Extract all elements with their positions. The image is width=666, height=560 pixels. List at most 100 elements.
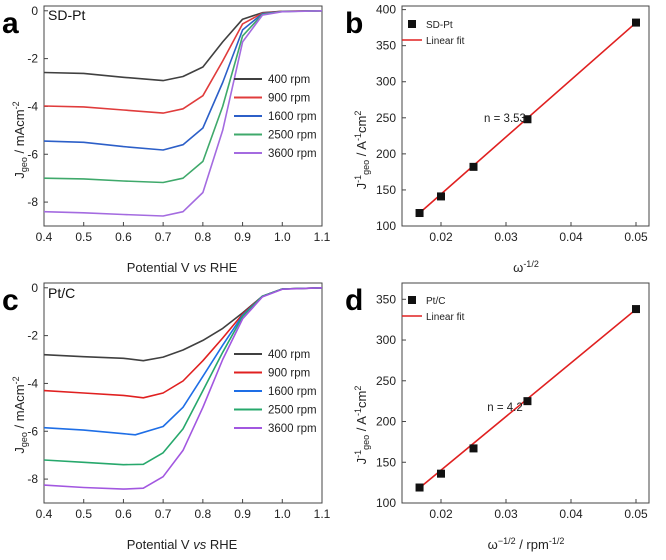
x-tick-label: 1.1: [314, 230, 331, 244]
legend-marker: [408, 20, 416, 28]
panel-a-xaxis-label: Potential V vs RHE: [127, 260, 238, 275]
series-line-3600-rpm: [43, 287, 323, 490]
x-tick-label: 0.7: [155, 230, 172, 244]
panel-c-legend: 400 rpm 900 rpm 1600 rpm 2500 rpm 3600 rpm: [234, 349, 317, 435]
y-tick-label: 200: [376, 147, 396, 161]
x-tick-label: 0.04: [559, 507, 583, 521]
panel-c-title: Pt/C: [48, 285, 75, 301]
panel-a-legend: 400 rpm 900 rpm 1600 rpm 2500 rpm 3600 rpm: [234, 74, 317, 160]
plot-frame: [401, 5, 650, 227]
plot-frame: [43, 5, 323, 227]
panel-c-xaxis-label: Potential V vs RHE: [127, 537, 238, 552]
legend-label: Linear fit: [426, 312, 465, 323]
panel-b-yaxis-label: J-1geo / A-1cm2: [353, 111, 371, 190]
legend-label: Linear fit: [426, 36, 465, 47]
y-tick-label: 250: [376, 111, 396, 125]
y-tick-label: 400: [376, 3, 396, 17]
legend-label: 3600 rpm: [268, 148, 317, 160]
x-tick-label: 0.02: [429, 230, 453, 244]
data-point: [523, 115, 532, 124]
panel-c-yaxis-label: Jgeo / mAcm-2: [11, 376, 29, 453]
x-tick-label: 1.0: [274, 230, 291, 244]
y-tick-label: 300: [376, 75, 396, 89]
legend-label: 1600 rpm: [268, 111, 317, 123]
panel-d-xaxis-label: ω−1/2 / rpm-1/2: [488, 536, 565, 552]
panel-c: c Pt/C Jgeo / mAcm-2 Potential V vs RHE …: [2, 281, 331, 552]
svg-text:Potential V vs RHE: Potential V vs RHE: [127, 260, 238, 275]
y-tick-label: 200: [376, 415, 396, 429]
y-tick-label: -6: [27, 147, 38, 161]
panel-a-plot: 0.4 0.5 0.6 0.7 0.8 0.9 1.0 1.1 0 -2 -4 -6 -8: [27, 4, 330, 244]
y-tick-label: 100: [376, 496, 396, 510]
legend-label: 400 rpm: [268, 349, 310, 361]
svg-text:ω-1/2: ω-1/2: [513, 259, 539, 275]
data-point: [469, 444, 478, 453]
legend-marker: [408, 296, 416, 304]
panel-letter-a: a: [2, 7, 19, 40]
panel-letter-d: d: [345, 284, 363, 317]
plot-frame: [401, 282, 650, 504]
data-point: [437, 192, 445, 201]
y-tick-label: 350: [376, 39, 396, 53]
panel-d-yaxis-label: J-1geo / A-1cm2: [353, 386, 371, 465]
data-point: [469, 162, 478, 171]
y-tick-label: -8: [27, 195, 38, 209]
y-tick-label: 300: [376, 333, 396, 347]
panel-c-plot: 0.4 0.5 0.6 0.7 0.8 0.9 1.0 1.1 0 -2 -4 -6 -8: [27, 281, 330, 521]
legend-label: 3600 rpm: [268, 423, 317, 435]
y-tick-label: 0: [31, 4, 38, 18]
panel-b-xaxis-label: ω-1/2: [513, 259, 539, 275]
y-tick-label: -2: [27, 329, 38, 343]
data-point: [632, 18, 640, 27]
legend-label: 400 rpm: [268, 74, 310, 86]
legend-label: Pt/C: [426, 296, 445, 307]
x-tick-label: 0.9: [234, 230, 251, 244]
legend-label: 900 rpm: [268, 93, 310, 105]
y-tick-label: 150: [376, 183, 396, 197]
y-tick-label: -6: [27, 424, 38, 438]
y-tick-label: -4: [27, 376, 38, 390]
x-tick-label: 0.05: [624, 230, 648, 244]
svg-text:J-1geo / A-1cm2: J-1geo / A-1cm2: [353, 111, 371, 190]
legend-label: 2500 rpm: [268, 130, 317, 142]
x-tick-label: 0.4: [36, 507, 53, 521]
x-tick-label: 0.5: [75, 230, 92, 244]
n-annotation: n = 3.53: [484, 113, 526, 125]
x-tick-label: 1.1: [314, 507, 331, 521]
panel-b: b J-1geo / A-1cm2 ω-1/2 0.02 0.03 0.04 0.05…: [345, 3, 650, 275]
x-tick-label: 0.03: [494, 230, 518, 244]
x-tick-label: 0.6: [115, 507, 132, 521]
panel-a: a SD-Pt Jgeo / mAcm-2 Potential V vs RHE…: [2, 4, 331, 275]
legend-label: 900 rpm: [268, 368, 310, 380]
x-tick-label: 0.9: [234, 507, 251, 521]
panel-d-plot: 0.02 0.03 0.04 0.05 100 150 200 250 300 350 n = 4.…: [376, 282, 650, 521]
y-tick-label: 0: [31, 281, 38, 295]
x-tick-label: 0.05: [624, 507, 648, 521]
x-tick-label: 0.7: [155, 507, 172, 521]
y-tick-label: -4: [27, 99, 38, 113]
panel-b-plot: 0.02 0.03 0.04 0.05 100 150 200 250 300 350 400 n =…: [376, 3, 650, 244]
y-tick-label: -8: [27, 472, 38, 486]
panel-letter-c: c: [2, 284, 19, 317]
panel-a-title: SD-Pt: [48, 7, 85, 23]
panel-d: d J-1geo / A-1cm2 ω−1/2 / rpm-1/2 0.02 0.…: [345, 282, 650, 552]
series-line-3600-rpm: [43, 10, 323, 217]
x-tick-label: 0.02: [429, 507, 453, 521]
n-annotation: n = 4.2: [487, 402, 523, 414]
legend-label: 1600 rpm: [268, 386, 317, 398]
data-point: [523, 397, 532, 406]
x-tick-label: 0.6: [115, 230, 132, 244]
svg-text:Jgeo / mAcm-2: Jgeo / mAcm-2: [11, 101, 29, 178]
svg-text:Potential V vs RHE: Potential V vs RHE: [127, 537, 238, 552]
x-tick-label: 0.4: [36, 230, 53, 244]
y-tick-label: 350: [376, 292, 396, 306]
y-tick-label: 100: [376, 219, 396, 233]
x-tick-label: 0.8: [195, 507, 212, 521]
y-tick-label: 250: [376, 374, 396, 388]
data-point: [632, 305, 640, 314]
legend-label: 2500 rpm: [268, 405, 317, 417]
data-point: [415, 483, 424, 492]
panel-letter-b: b: [345, 7, 363, 40]
y-tick-label: -2: [27, 52, 38, 66]
